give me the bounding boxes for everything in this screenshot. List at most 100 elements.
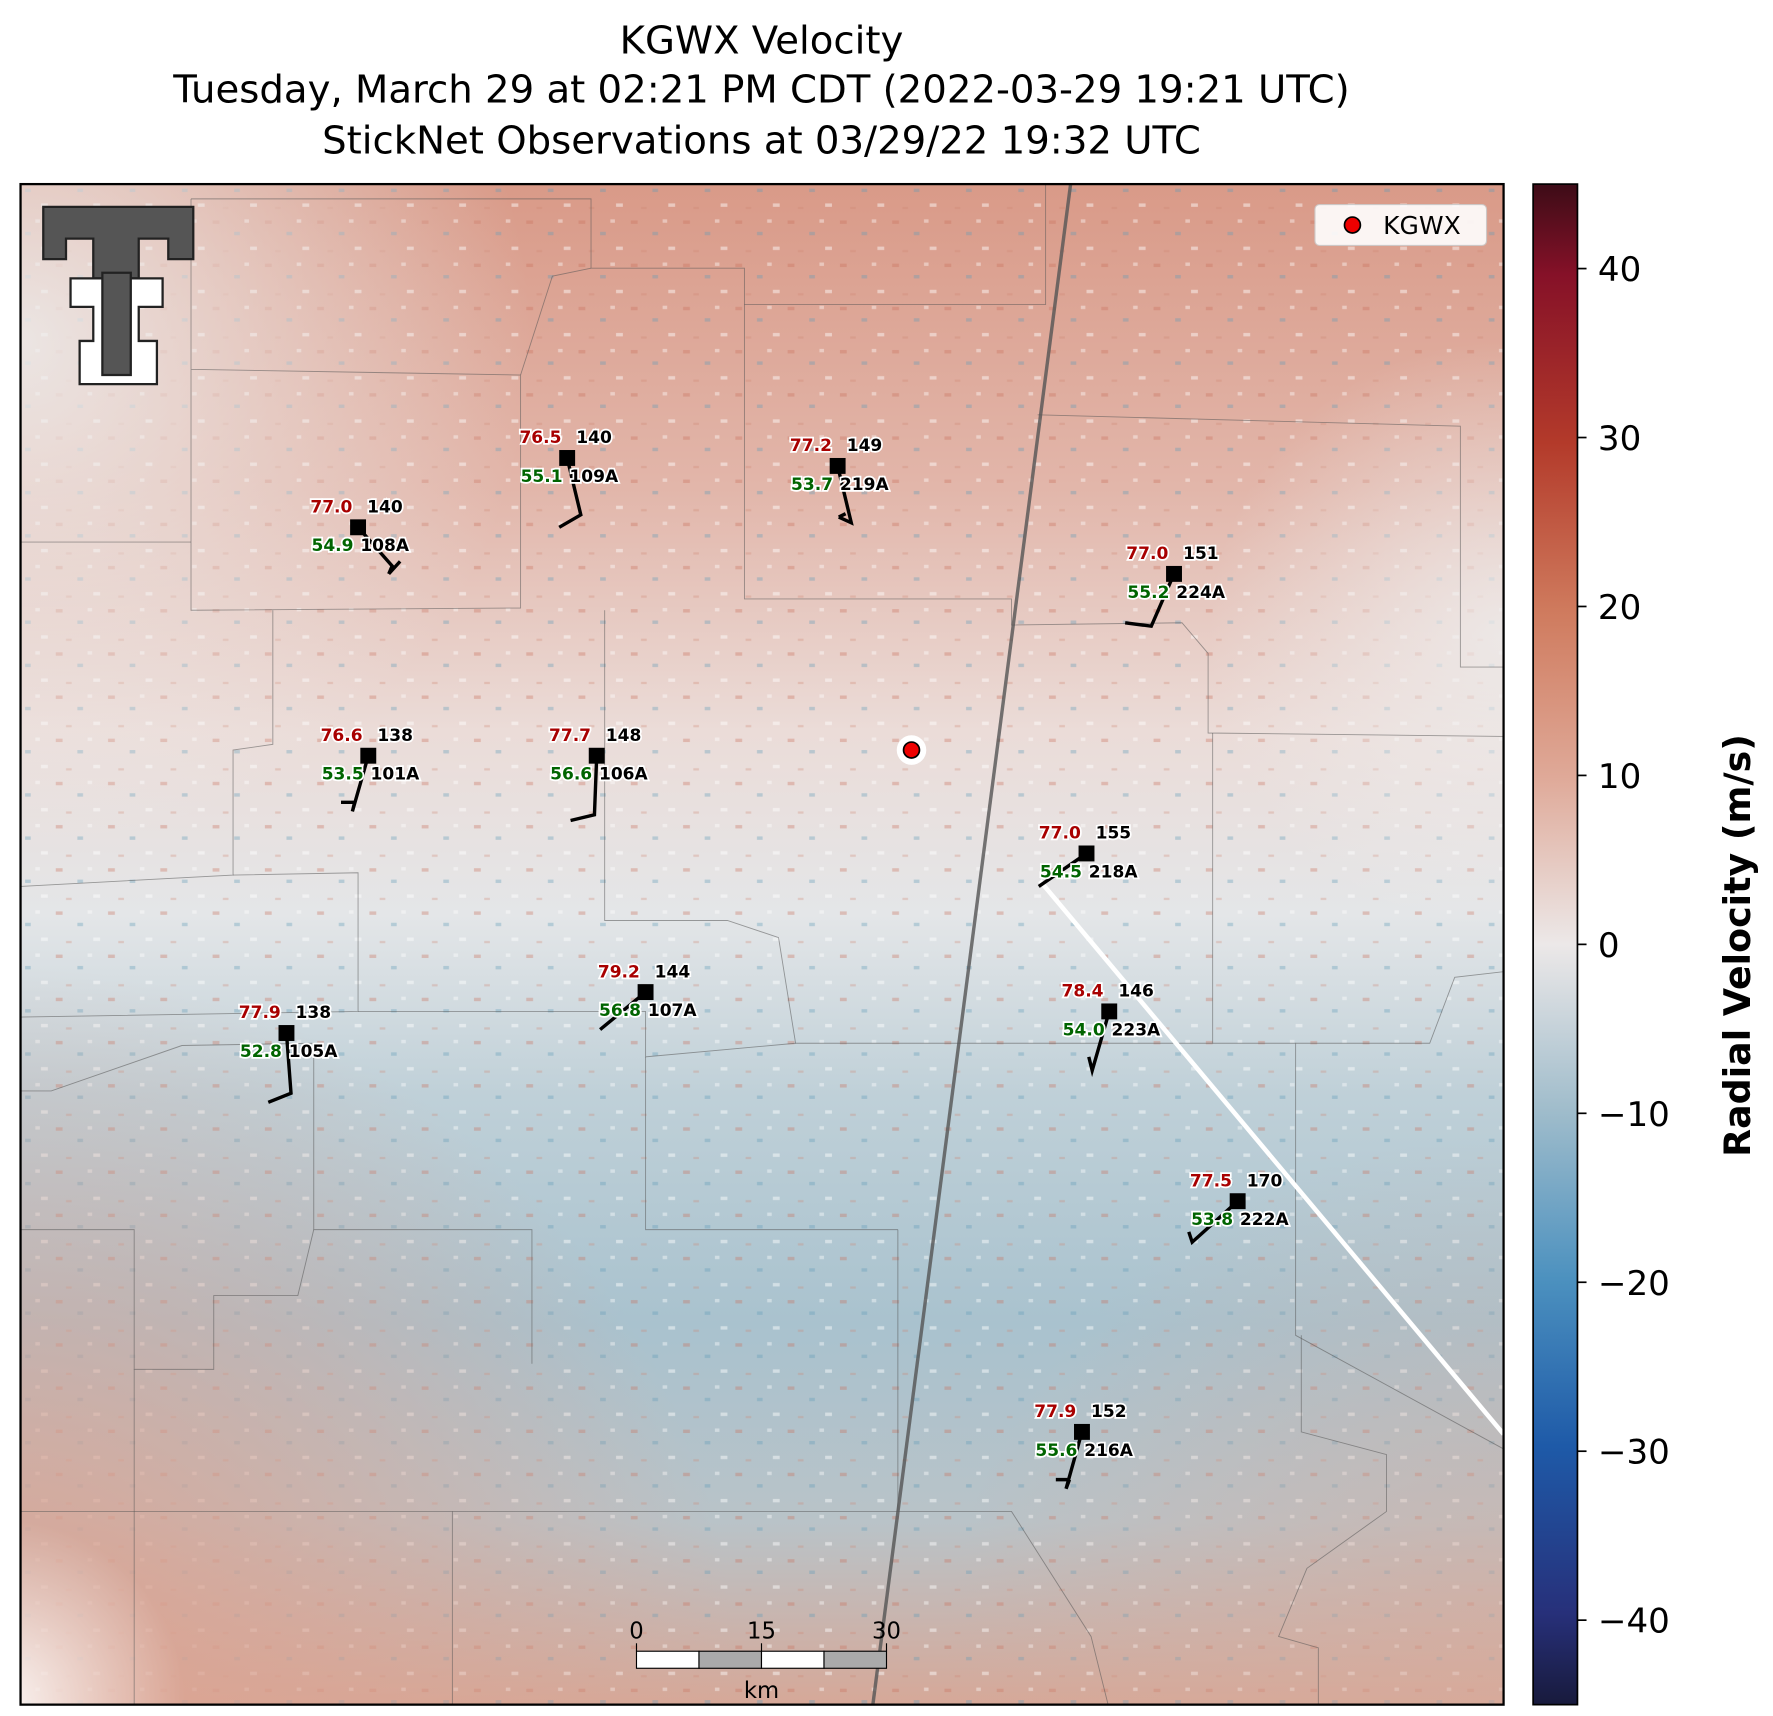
station-marker	[278, 1025, 295, 1041]
temperature: 77.9	[239, 1003, 281, 1023]
station-marker	[350, 519, 367, 536]
county-line	[520, 267, 592, 376]
wind-barb	[1055, 1431, 1084, 1490]
temperature: 77.9	[1034, 1402, 1076, 1422]
dewpoint: 53.7	[791, 475, 833, 495]
direction: 170	[1247, 1171, 1283, 1191]
dewpoint: 56.6	[550, 765, 592, 785]
station-marker	[1074, 1423, 1090, 1440]
colorbar-tick-label: −20	[1598, 1264, 1670, 1304]
highway	[871, 184, 1073, 1705]
county-line	[20, 610, 274, 887]
wind-barb	[341, 755, 370, 812]
dewpoint: 55.2	[1127, 583, 1169, 603]
wind-barb	[1187, 1199, 1239, 1246]
scale-tick-label: 30	[872, 1619, 901, 1645]
colorbar-tick-label: 40	[1598, 250, 1641, 290]
legend: KGWX	[1314, 203, 1488, 247]
direction: 148	[606, 726, 642, 746]
direction: 152	[1091, 1402, 1127, 1422]
county-line	[358, 1010, 796, 1058]
county-line	[1037, 414, 1504, 668]
station: 77.0 155 54.5 218A	[1037, 822, 1140, 888]
wind-barb	[1124, 573, 1176, 629]
dewpoint: 54.0	[1063, 1020, 1105, 1040]
dewpoint: 54.5	[1040, 862, 1082, 882]
station-marker	[1101, 1003, 1118, 1020]
temperature: 77.0	[1126, 544, 1168, 564]
station-id: 223A	[1112, 1020, 1162, 1040]
scale-segment	[823, 1650, 888, 1669]
county-line	[190, 198, 522, 611]
scale-tick-label: 0	[629, 1619, 643, 1645]
station-id: 109A	[569, 467, 619, 487]
station-marker	[588, 747, 605, 764]
scale-bar: 0 15 30 km	[629, 1619, 901, 1704]
station-marker	[637, 984, 654, 1001]
radar-site	[902, 741, 921, 759]
station: 79.2 144 56.8 107A	[596, 961, 699, 1031]
station: 77.9 152 55.6 216A	[1033, 1400, 1135, 1490]
legend-marker	[1343, 216, 1362, 234]
subtitle: Tuesday, March 29 at 02:21 PM CDT (2022-…	[172, 67, 1349, 112]
velocity-shade	[20, 184, 1504, 1705]
logo-stem-inner	[101, 271, 132, 377]
county-line	[1295, 971, 1504, 1044]
wind-barb	[835, 465, 854, 526]
county-line	[604, 610, 1214, 1044]
station-id: 106A	[599, 765, 649, 785]
dewpoint: 53.8	[1191, 1210, 1233, 1230]
county-line	[1277, 1335, 1387, 1705]
station: 77.9 138 52.8 105A	[237, 1002, 340, 1104]
direction: 138	[296, 1003, 332, 1023]
logo	[42, 205, 195, 386]
map: 77.0 140 54.9 108A 76.5 140 55.1 109A 77.2 149 53.…	[20, 184, 1504, 1705]
wind-barb	[570, 755, 599, 823]
station-marker	[559, 450, 576, 466]
dewpoint: 53.5	[322, 765, 364, 785]
subtitle: StickNet Observations at 03/29/22 19:32 …	[322, 118, 1201, 163]
temperature: 77.0	[1039, 824, 1081, 844]
county-lines	[20, 184, 1504, 1705]
wind-barb	[558, 457, 583, 529]
direction: 138	[377, 726, 413, 746]
station-marker	[1229, 1193, 1246, 1210]
direction: 149	[847, 436, 883, 456]
dewpoint: 55.6	[1035, 1441, 1077, 1461]
station-marker	[1166, 565, 1182, 582]
colorbar-tick-label: 30	[1598, 419, 1641, 459]
legend-label: KGWX	[1383, 211, 1461, 240]
colorbar-tick-label: −30	[1598, 1433, 1670, 1473]
station: 76.6 138 53.5 101A	[319, 724, 422, 812]
temperature: 76.5	[519, 428, 561, 448]
direction: 155	[1096, 824, 1132, 844]
station: 77.7 148 56.6 106A	[547, 724, 650, 823]
county-line	[452, 1510, 1109, 1705]
county-line	[20, 872, 359, 1018]
temperature: 77.5	[1190, 1171, 1232, 1191]
station-id: 224A	[1176, 583, 1226, 603]
title-block: KGWX Velocity Tuesday, March 29 at 02:21…	[172, 18, 1349, 163]
station-marker	[360, 747, 377, 764]
direction: 140	[576, 428, 612, 448]
stations: 77.0 140 54.9 108A 76.5 140 55.1 109A 77.2 149 53.…	[237, 427, 1291, 1490]
direction: 144	[655, 962, 691, 982]
county-line	[743, 304, 1504, 737]
map-frame	[19, 182, 1505, 1706]
direction: 140	[367, 498, 403, 518]
colorbar-tick-label: 0	[1598, 926, 1620, 966]
colorbar-tick-label: −10	[1598, 1095, 1670, 1135]
station: 77.0 151 55.2 224A	[1124, 542, 1228, 629]
scale-segment	[760, 1650, 825, 1669]
temperature: 78.4	[1062, 982, 1104, 1002]
wind-barb	[267, 1032, 293, 1104]
station-id: 105A	[289, 1042, 339, 1062]
county-line	[191, 184, 1047, 306]
station: 78.4 146 54.0 223A	[1060, 980, 1163, 1078]
scale-segment	[635, 1650, 700, 1669]
colorbar-tick-label: −40	[1598, 1602, 1670, 1642]
legend-box	[1314, 203, 1488, 247]
direction: 151	[1183, 544, 1219, 564]
county-line	[20, 1042, 533, 1364]
